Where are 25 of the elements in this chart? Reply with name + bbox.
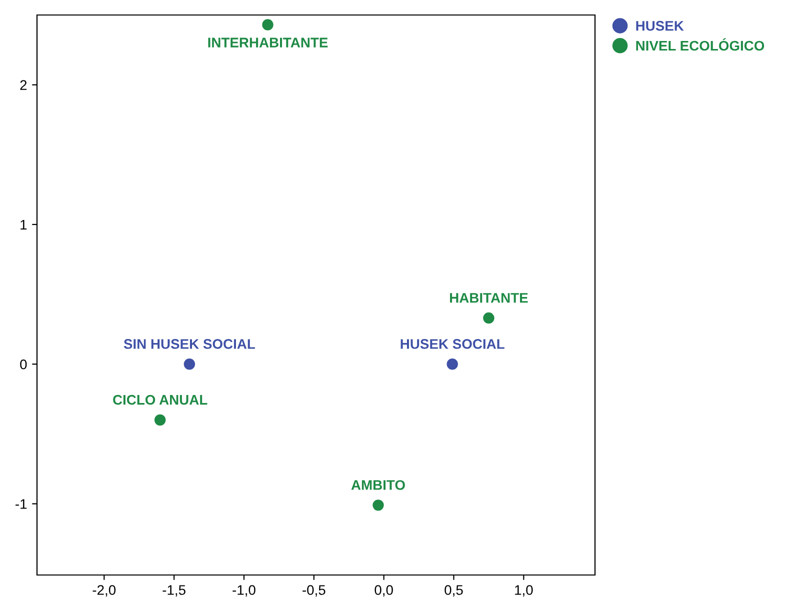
y-tick-label: 0 (20, 359, 27, 370)
x-tick-label: 1,0 (515, 585, 533, 597)
x-tick-label: -2,0 (92, 585, 116, 597)
annotation: HUSEK SOCIAL (400, 339, 504, 349)
point (262, 19, 274, 30)
x-tick-label: 0,0 (374, 585, 393, 597)
legend-label: NIVEL ECOLÓGICO (636, 38, 764, 51)
y-tick-label: -1 (16, 499, 27, 509)
legend-label: HUSEK (636, 20, 684, 31)
y-tick-label: 2 (20, 80, 27, 90)
point (372, 500, 384, 511)
x-tick-label: -1,5 (162, 585, 186, 597)
point (483, 312, 494, 324)
x-tick-label: -0,5 (302, 585, 326, 597)
point (154, 414, 166, 426)
annotation: HABITANTE (450, 293, 528, 303)
x-tick-label: 0,5 (444, 585, 463, 597)
point (184, 358, 196, 370)
annotation: CICLO ANUAL (113, 394, 208, 405)
y-tick-label: 1 (20, 220, 27, 230)
annotation: SIN HUSEK SOCIAL (124, 339, 255, 349)
annotation: AMBITO (351, 480, 405, 490)
annotation: INTERHABITANTE (208, 38, 328, 48)
point (446, 358, 458, 370)
x-tick-label: -1,0 (232, 585, 256, 597)
